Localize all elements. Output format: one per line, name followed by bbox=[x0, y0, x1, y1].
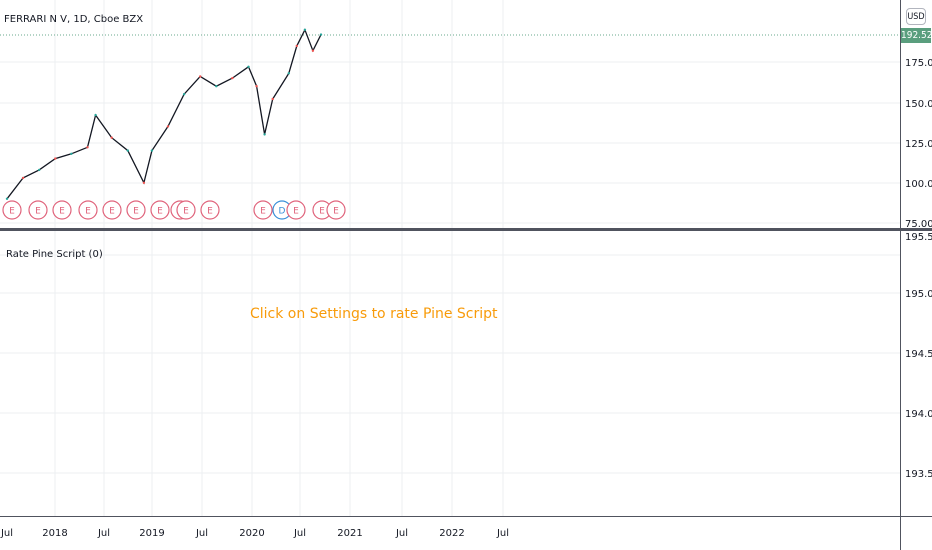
pane-separator[interactable] bbox=[0, 228, 932, 231]
marker-circle bbox=[253, 200, 273, 220]
marker-label: D bbox=[279, 207, 286, 217]
indicator-tick: 195.50 bbox=[905, 232, 932, 243]
time-label: Jul bbox=[97, 528, 110, 539]
price-point bbox=[311, 49, 315, 52]
marker-label: E bbox=[260, 207, 266, 217]
earnings-marker[interactable]: E bbox=[126, 200, 146, 220]
marker-circle bbox=[78, 200, 98, 220]
marker-circle bbox=[102, 200, 122, 220]
price-point bbox=[287, 72, 290, 75]
price-point bbox=[126, 149, 129, 152]
price-tick: 175.00 bbox=[905, 58, 932, 69]
symbol-legend[interactable]: FERRARI N V, 1D, Cboe BZX bbox=[4, 14, 143, 25]
marker-circle bbox=[52, 200, 72, 220]
price-point bbox=[199, 75, 202, 78]
rate-message: Click on Settings to rate Pine Script bbox=[250, 306, 498, 322]
marker-label: E bbox=[293, 207, 299, 217]
indicator-price-axis[interactable]: 195.50 195.00 194.50 194.00 193.50 bbox=[905, 232, 932, 480]
indicator-tick: 194.50 bbox=[905, 349, 932, 360]
time-label: 2022 bbox=[439, 528, 464, 539]
marker-circle bbox=[150, 200, 170, 220]
price-point bbox=[295, 44, 298, 48]
time-label: Jul bbox=[293, 528, 306, 539]
price-point bbox=[263, 133, 266, 136]
price-point bbox=[303, 28, 307, 31]
indicator-tick: 193.50 bbox=[905, 469, 932, 480]
time-label: Jul bbox=[195, 528, 208, 539]
marker-label: E bbox=[85, 207, 91, 217]
earnings-marker[interactable]: E bbox=[78, 200, 98, 220]
price-series bbox=[5, 28, 323, 200]
price-tick: 125.00 bbox=[905, 139, 932, 150]
price-point bbox=[110, 136, 113, 139]
marker-label: E bbox=[207, 207, 213, 217]
marker-circle bbox=[176, 200, 196, 220]
indicator-tick: 194.00 bbox=[905, 409, 932, 420]
time-label: 2018 bbox=[42, 528, 67, 539]
price-point bbox=[150, 149, 154, 152]
indicator-tick: 195.00 bbox=[905, 289, 932, 300]
marker-circle bbox=[2, 200, 22, 220]
price-point bbox=[70, 152, 73, 155]
marker-label: E bbox=[157, 207, 163, 217]
price-point bbox=[319, 33, 323, 36]
time-label: 2020 bbox=[239, 528, 264, 539]
price-point bbox=[38, 168, 41, 172]
marker-label: E bbox=[35, 207, 41, 217]
marker-label: E bbox=[319, 207, 325, 217]
price-tick: 75.00 bbox=[905, 219, 932, 230]
earnings-marker[interactable]: E bbox=[286, 200, 306, 220]
price-point bbox=[166, 125, 170, 128]
time-axis[interactable]: Jul 2018 Jul 2019 Jul 2020 Jul 2021 Jul … bbox=[0, 528, 509, 539]
price-point bbox=[255, 85, 258, 88]
earnings-marker[interactable]: E bbox=[150, 200, 170, 220]
time-label: 2019 bbox=[139, 528, 164, 539]
indicator-legend[interactable]: Rate Pine Script (0) bbox=[6, 249, 103, 260]
earnings-marker[interactable]: E bbox=[52, 200, 72, 220]
last-price-label: 192.52 bbox=[901, 28, 932, 43]
time-label: Jul bbox=[395, 528, 408, 539]
price-point bbox=[215, 85, 218, 88]
earnings-marker[interactable]: E bbox=[326, 200, 346, 220]
marker-label: E bbox=[59, 207, 65, 217]
time-label: 2021 bbox=[337, 528, 362, 539]
price-point bbox=[21, 176, 25, 180]
currency-button[interactable]: USD bbox=[906, 8, 926, 25]
marker-label: E bbox=[109, 207, 115, 217]
marker-label: E bbox=[183, 207, 189, 217]
price-point bbox=[54, 157, 57, 160]
price-point bbox=[271, 97, 274, 101]
event-markers[interactable]: EEEEEEEEEEEDEEE bbox=[2, 200, 346, 220]
price-point bbox=[94, 113, 97, 117]
marker-circle bbox=[28, 200, 48, 220]
marker-circle bbox=[126, 200, 146, 220]
price-line bbox=[6, 28, 322, 200]
marker-label: E bbox=[9, 207, 15, 217]
price-point bbox=[247, 65, 250, 69]
earnings-marker[interactable]: E bbox=[253, 200, 273, 220]
marker-label: E bbox=[333, 207, 339, 217]
earnings-marker[interactable]: E bbox=[102, 200, 122, 220]
price-tick: 100.00 bbox=[905, 179, 932, 190]
marker-label: E bbox=[133, 207, 139, 217]
price-point bbox=[182, 93, 186, 96]
marker-circle bbox=[326, 200, 346, 220]
main-price-axis[interactable]: 175.00 150.00 125.00 100.00 75.00 bbox=[905, 58, 932, 230]
time-label: Jul bbox=[0, 528, 13, 539]
earnings-marker[interactable]: E bbox=[28, 200, 48, 220]
price-point bbox=[5, 197, 9, 200]
main-pane-grid bbox=[0, 0, 900, 516]
time-label: Jul bbox=[496, 528, 509, 539]
earnings-marker[interactable]: E bbox=[176, 200, 196, 220]
price-point bbox=[231, 76, 234, 80]
earnings-marker[interactable]: E bbox=[200, 200, 220, 220]
earnings-marker[interactable]: E bbox=[2, 200, 22, 220]
price-point bbox=[86, 146, 89, 149]
price-tick: 150.00 bbox=[905, 99, 932, 110]
marker-circle bbox=[200, 200, 220, 220]
marker-circle bbox=[286, 200, 306, 220]
price-point bbox=[142, 181, 146, 184]
